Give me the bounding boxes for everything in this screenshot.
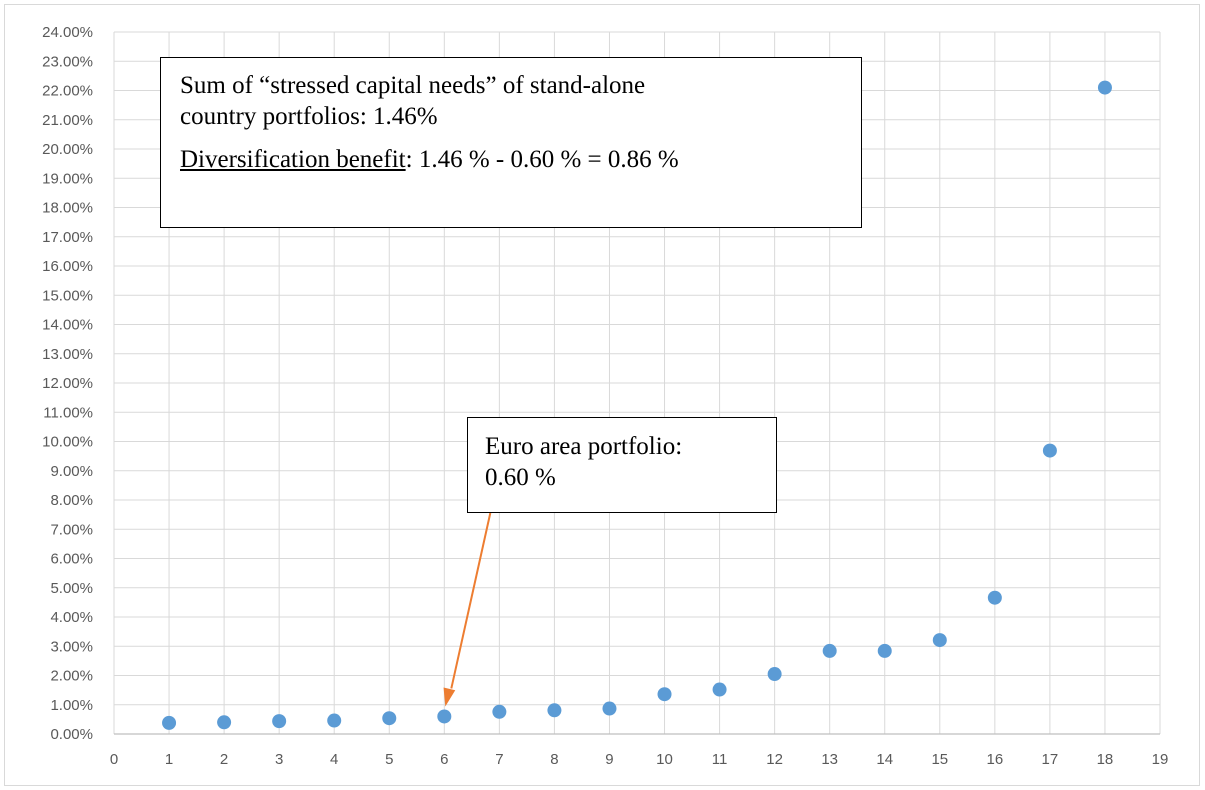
data-point bbox=[217, 715, 232, 730]
data-point bbox=[767, 667, 782, 682]
data-point bbox=[877, 643, 892, 658]
annotation-line-2: country portfolios: 1.46% bbox=[180, 103, 438, 130]
x-tick-label: 0 bbox=[110, 751, 118, 768]
y-tick-label: 8.00% bbox=[50, 492, 93, 509]
chart-frame bbox=[4, 4, 1200, 786]
data-point bbox=[602, 701, 617, 716]
y-tick-label: 2.00% bbox=[50, 668, 93, 685]
x-tick-label: 17 bbox=[1042, 751, 1059, 768]
x-tick-label: 6 bbox=[440, 751, 448, 768]
data-point bbox=[327, 713, 342, 728]
euro-annotation-line-2: 0.60 % bbox=[485, 464, 556, 491]
euro-area-annotation: Euro area portfolio: 0.60 % bbox=[467, 417, 777, 513]
data-point bbox=[437, 709, 452, 724]
y-tick-label: 15.00% bbox=[42, 287, 93, 304]
annotation-line-3: Diversification benefit: 1.46 % - 0.60 %… bbox=[180, 144, 861, 175]
data-point bbox=[822, 643, 837, 658]
data-point bbox=[492, 704, 507, 719]
data-point bbox=[382, 711, 397, 726]
arrow-head bbox=[443, 687, 456, 707]
x-tick-label: 8 bbox=[550, 751, 558, 768]
y-tick-label: 20.00% bbox=[42, 141, 93, 158]
y-tick-label: 17.00% bbox=[42, 229, 93, 246]
y-tick-label: 10.00% bbox=[42, 434, 93, 451]
y-tick-label: 0.00% bbox=[50, 726, 93, 743]
x-tick-label: 13 bbox=[821, 751, 838, 768]
data-point bbox=[987, 590, 1002, 605]
y-tick-label: 13.00% bbox=[42, 346, 93, 363]
data-point bbox=[272, 714, 287, 729]
diversification-annotation: Sum of “stressed capital needs” of stand… bbox=[160, 57, 862, 228]
data-point bbox=[712, 682, 727, 697]
x-tick-label: 2 bbox=[220, 751, 228, 768]
diversification-benefit-formula: : 1.46 % - 0.60 % = 0.86 % bbox=[405, 146, 679, 173]
annotation-line-1: Sum of “stressed capital needs” of stand… bbox=[180, 72, 646, 99]
y-tick-label: 16.00% bbox=[42, 258, 93, 275]
x-tick-label: 16 bbox=[986, 751, 1003, 768]
x-tick-label: 10 bbox=[656, 751, 673, 768]
data-point bbox=[932, 633, 947, 648]
data-point bbox=[1042, 443, 1057, 458]
x-tick-label: 15 bbox=[931, 751, 948, 768]
y-tick-label: 18.00% bbox=[42, 200, 93, 217]
x-tick-label: 7 bbox=[495, 751, 503, 768]
y-tick-label: 4.00% bbox=[50, 609, 93, 626]
diversification-benefit-label: Diversification benefit bbox=[180, 146, 406, 173]
x-tick-label: 5 bbox=[385, 751, 393, 768]
y-tick-label: 11.00% bbox=[43, 404, 93, 421]
data-point bbox=[547, 703, 562, 718]
x-tick-label: 3 bbox=[275, 751, 283, 768]
x-tick-label: 11 bbox=[712, 751, 728, 768]
x-tick-label: 4 bbox=[330, 751, 338, 768]
y-tick-label: 24.00% bbox=[42, 24, 93, 41]
x-tick-label: 14 bbox=[876, 751, 893, 768]
y-tick-label: 14.00% bbox=[42, 317, 93, 334]
y-tick-label: 5.00% bbox=[50, 580, 93, 597]
y-tick-label: 1.00% bbox=[50, 697, 93, 714]
y-tick-label: 6.00% bbox=[50, 551, 93, 568]
euro-annotation-line-1: Euro area portfolio: bbox=[485, 433, 683, 460]
y-tick-label: 21.00% bbox=[42, 112, 93, 129]
x-tick-label: 18 bbox=[1097, 751, 1114, 768]
y-tick-label: 9.00% bbox=[50, 463, 93, 480]
y-tick-label: 22.00% bbox=[42, 83, 93, 100]
y-tick-label: 19.00% bbox=[42, 170, 93, 187]
x-tick-label: 9 bbox=[605, 751, 613, 768]
x-tick-label: 19 bbox=[1152, 751, 1169, 768]
x-tick-label: 1 bbox=[165, 751, 173, 768]
arrow-line bbox=[450, 512, 492, 689]
y-tick-label: 12.00% bbox=[42, 375, 93, 392]
data-point bbox=[162, 715, 177, 730]
x-tick-label: 12 bbox=[766, 751, 783, 768]
y-tick-label: 3.00% bbox=[50, 638, 93, 655]
y-tick-label: 23.00% bbox=[42, 53, 93, 70]
data-point bbox=[1097, 80, 1112, 95]
y-tick-label: 7.00% bbox=[50, 521, 93, 538]
data-point bbox=[657, 687, 672, 702]
